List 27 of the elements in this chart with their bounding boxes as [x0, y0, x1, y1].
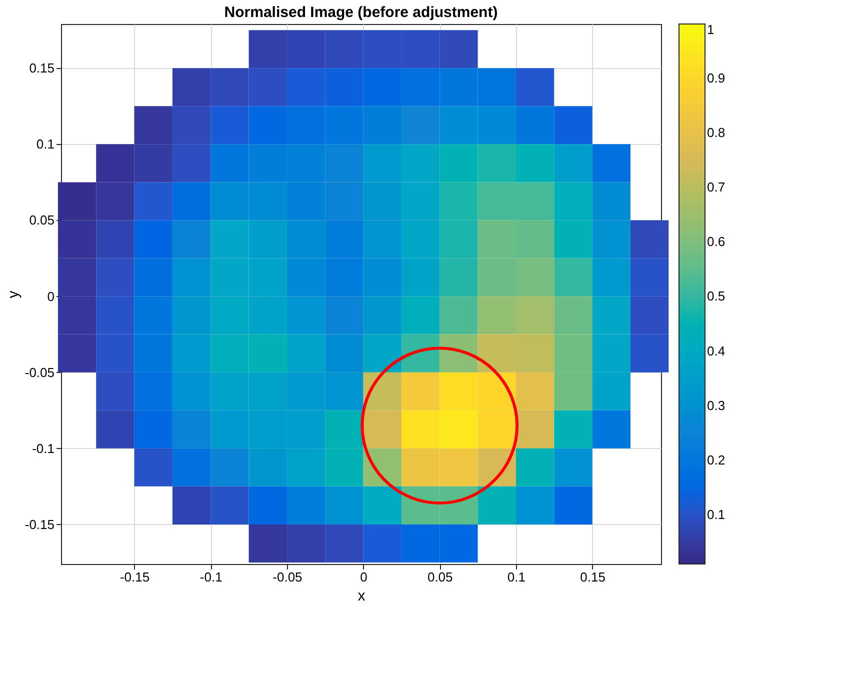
y-tick-label: -0.05: [24, 364, 54, 380]
y-tick-label: 0: [47, 288, 54, 304]
x-tick-label: -0.05: [272, 570, 302, 584]
y-axis-title: y: [4, 290, 22, 298]
x-tick-label: -0.1: [200, 570, 222, 584]
color-bar-label: 0.5: [707, 288, 726, 304]
x-tick-label: 0.1: [507, 570, 526, 584]
x-tick-label: -0.15: [120, 570, 150, 584]
y-tick-label: 0.05: [29, 212, 54, 228]
color-bar-label: 0.9: [707, 70, 726, 86]
color-bar-label: 1: [707, 22, 714, 37]
color-bar-label: 0.1: [707, 506, 726, 522]
y-tick-label: -0.15: [24, 516, 54, 532]
x-tick-label: 0.05: [427, 570, 453, 584]
x-tick-label: 0: [360, 570, 368, 584]
color-bar-label: 0.4: [707, 343, 726, 358]
x-tick-label: 0.15: [580, 570, 606, 584]
chart-title: Normalised Image (before adjustment): [224, 4, 498, 21]
y-tick-label: 0.15: [29, 60, 54, 76]
y-tick-label: -0.1: [32, 440, 54, 456]
color-bar-label: 0.7: [707, 180, 726, 195]
color-bar-label: 0.8: [707, 125, 726, 140]
color-bar-label: 0.6: [707, 234, 726, 250]
x-axis-title: x: [358, 588, 366, 604]
color-bar-label: 0.2: [707, 452, 726, 468]
color-bar-label: 0.3: [707, 398, 726, 413]
y-tick-label: 0.1: [36, 136, 54, 152]
